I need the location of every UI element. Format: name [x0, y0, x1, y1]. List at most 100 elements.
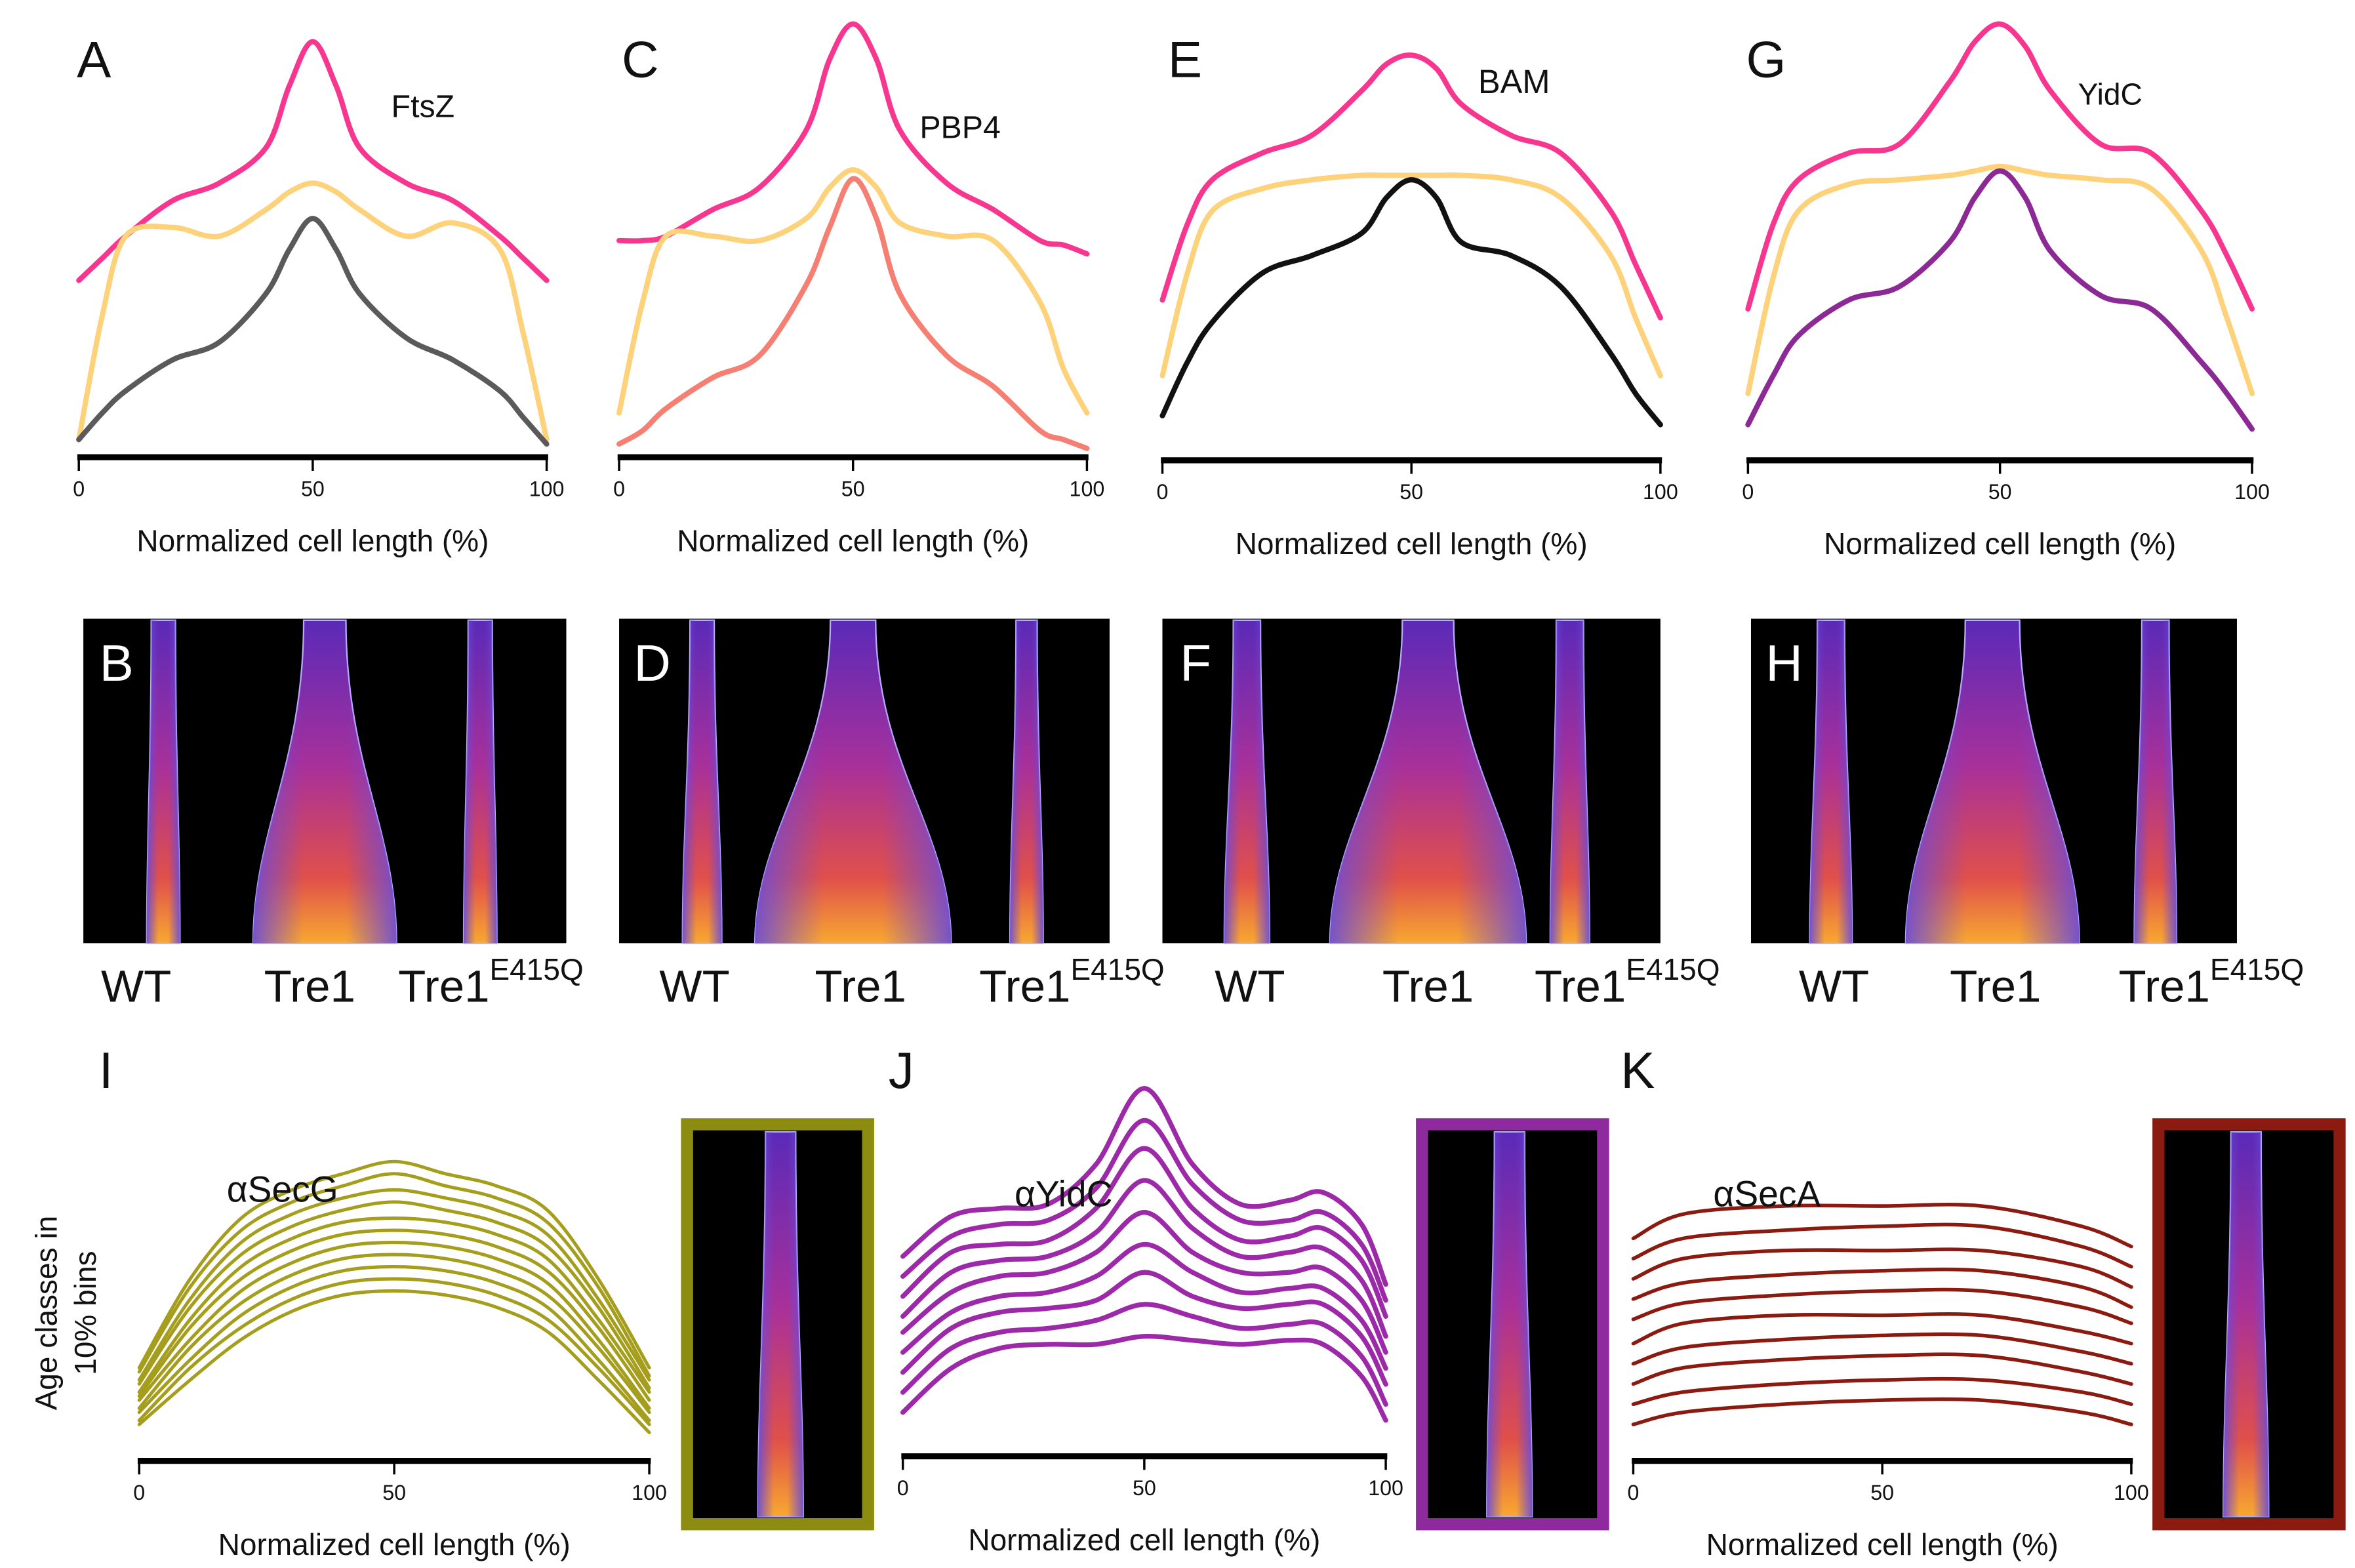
kymograph-edge: [757, 1131, 803, 1517]
curve: [900, 1178, 1388, 1339]
kymograph-edge: [2223, 1131, 2269, 1517]
x-axis-label: Normalized cell length (%): [1236, 527, 1588, 561]
panel-label: K: [1620, 1041, 1655, 1099]
group-label: Tre1: [1950, 961, 2041, 1012]
kymograph-edge: [1010, 620, 1043, 944]
panel-label: G: [1746, 30, 1786, 88]
curve: [900, 1302, 1388, 1407]
panel-label: E: [1168, 30, 1202, 88]
curve: [76, 180, 550, 443]
curve: [1745, 163, 2255, 397]
group-name: WT: [659, 961, 729, 1012]
x-axis-label: Normalized cell length (%): [968, 1523, 1320, 1557]
curve: [1631, 1312, 2133, 1346]
x-tick-label: 50: [1870, 1481, 1894, 1504]
curve: [900, 1333, 1388, 1423]
curve: [616, 167, 1090, 416]
group-label: WT: [101, 961, 171, 1012]
group-name: Tre1: [1950, 961, 2041, 1012]
panel-label: H: [1765, 634, 1803, 692]
x-axis-label: Normalized cell length (%): [1824, 527, 2176, 561]
curve: [1631, 1397, 2133, 1426]
group-label: WT: [1799, 961, 1869, 1012]
curve: [1631, 1377, 2133, 1407]
curve: [1159, 177, 1663, 428]
group-superscript: E415Q: [489, 952, 583, 986]
kymograph-edge: [464, 620, 497, 944]
x-axis-label: Normalized cell length (%): [218, 1527, 571, 1561]
group-name: Tre1: [1535, 961, 1626, 1012]
x-tick-label: 0: [613, 477, 625, 500]
x-axis-label: Normalized cell length (%): [1706, 1527, 2059, 1561]
x-tick-label: 100: [529, 477, 565, 500]
curve: [900, 1146, 1388, 1319]
group-label: Tre1: [1382, 961, 1474, 1012]
panel-label: A: [77, 30, 111, 88]
group-name: WT: [101, 961, 171, 1012]
panel-title: αSecA: [1713, 1173, 1821, 1214]
group-name: Tre1: [1382, 961, 1474, 1012]
kymograph-edge: [2134, 620, 2177, 944]
curve: [1159, 52, 1663, 321]
group-label: WT: [1215, 961, 1285, 1012]
panel-title: αSecG: [227, 1169, 338, 1210]
x-tick-label: 100: [2114, 1481, 2149, 1504]
group-name: Tre1: [979, 961, 1070, 1012]
curve: [137, 1253, 651, 1415]
curve: [900, 1241, 1388, 1371]
kymograph-edge: [682, 620, 722, 944]
curve: [137, 1241, 651, 1410]
x-tick-label: 0: [897, 1476, 909, 1500]
x-tick-label: 100: [2234, 480, 2270, 504]
group-label: Tre1E415Q: [1535, 952, 1720, 1012]
y-axis-label: 10% bins: [68, 1251, 102, 1375]
kymograph-edge: [146, 620, 180, 944]
panel-label: J: [889, 1041, 914, 1099]
curve: [1631, 1203, 2133, 1249]
group-name: Tre1: [815, 961, 906, 1012]
curve: [76, 39, 550, 283]
x-tick-label: 50: [301, 477, 325, 500]
group-name: Tre1: [2119, 961, 2210, 1012]
panel-label: D: [634, 634, 671, 692]
x-tick-label: 0: [73, 477, 85, 500]
curve: [1631, 1332, 2133, 1366]
x-tick-label: 0: [1742, 480, 1754, 504]
panel-title: αYidC: [1015, 1173, 1113, 1214]
x-axis-label: Normalized cell length (%): [136, 524, 489, 558]
x-tick-label: 100: [1368, 1476, 1403, 1500]
x-tick-label: 100: [1643, 480, 1678, 504]
curve: [76, 216, 550, 447]
group-label: Tre1E415Q: [979, 952, 1165, 1012]
group-name: Tre1: [398, 961, 489, 1012]
curve: [1745, 21, 2255, 312]
curve: [137, 1228, 651, 1402]
group-name: WT: [1215, 961, 1285, 1012]
kymograph-edge: [252, 620, 397, 944]
curve: [137, 1200, 651, 1390]
curve: [137, 1188, 651, 1382]
curve: [137, 1216, 651, 1394]
group-label: Tre1: [264, 961, 355, 1012]
x-tick-label: 50: [841, 477, 865, 500]
curve: [1631, 1247, 2133, 1289]
kymograph-edge: [1809, 620, 1853, 944]
x-tick-label: 50: [1399, 480, 1423, 504]
x-tick-label: 50: [382, 1481, 406, 1504]
panel-label: C: [622, 30, 658, 88]
panel-label: I: [99, 1041, 113, 1099]
kymograph-edge: [1329, 620, 1527, 944]
group-name: WT: [1799, 961, 1869, 1012]
group-label: Tre1: [815, 961, 906, 1012]
curve: [1159, 172, 1663, 378]
panel-title: BAM: [1478, 63, 1550, 100]
curve: [137, 1277, 651, 1426]
panel-title: PBP4: [919, 110, 1001, 146]
panel-title: FtsZ: [392, 89, 455, 124]
curve: [137, 1289, 651, 1434]
x-tick-label: 50: [1133, 1476, 1156, 1500]
panel-label: B: [100, 634, 134, 692]
curve: [616, 176, 1090, 451]
kymograph-edge: [1550, 620, 1590, 944]
